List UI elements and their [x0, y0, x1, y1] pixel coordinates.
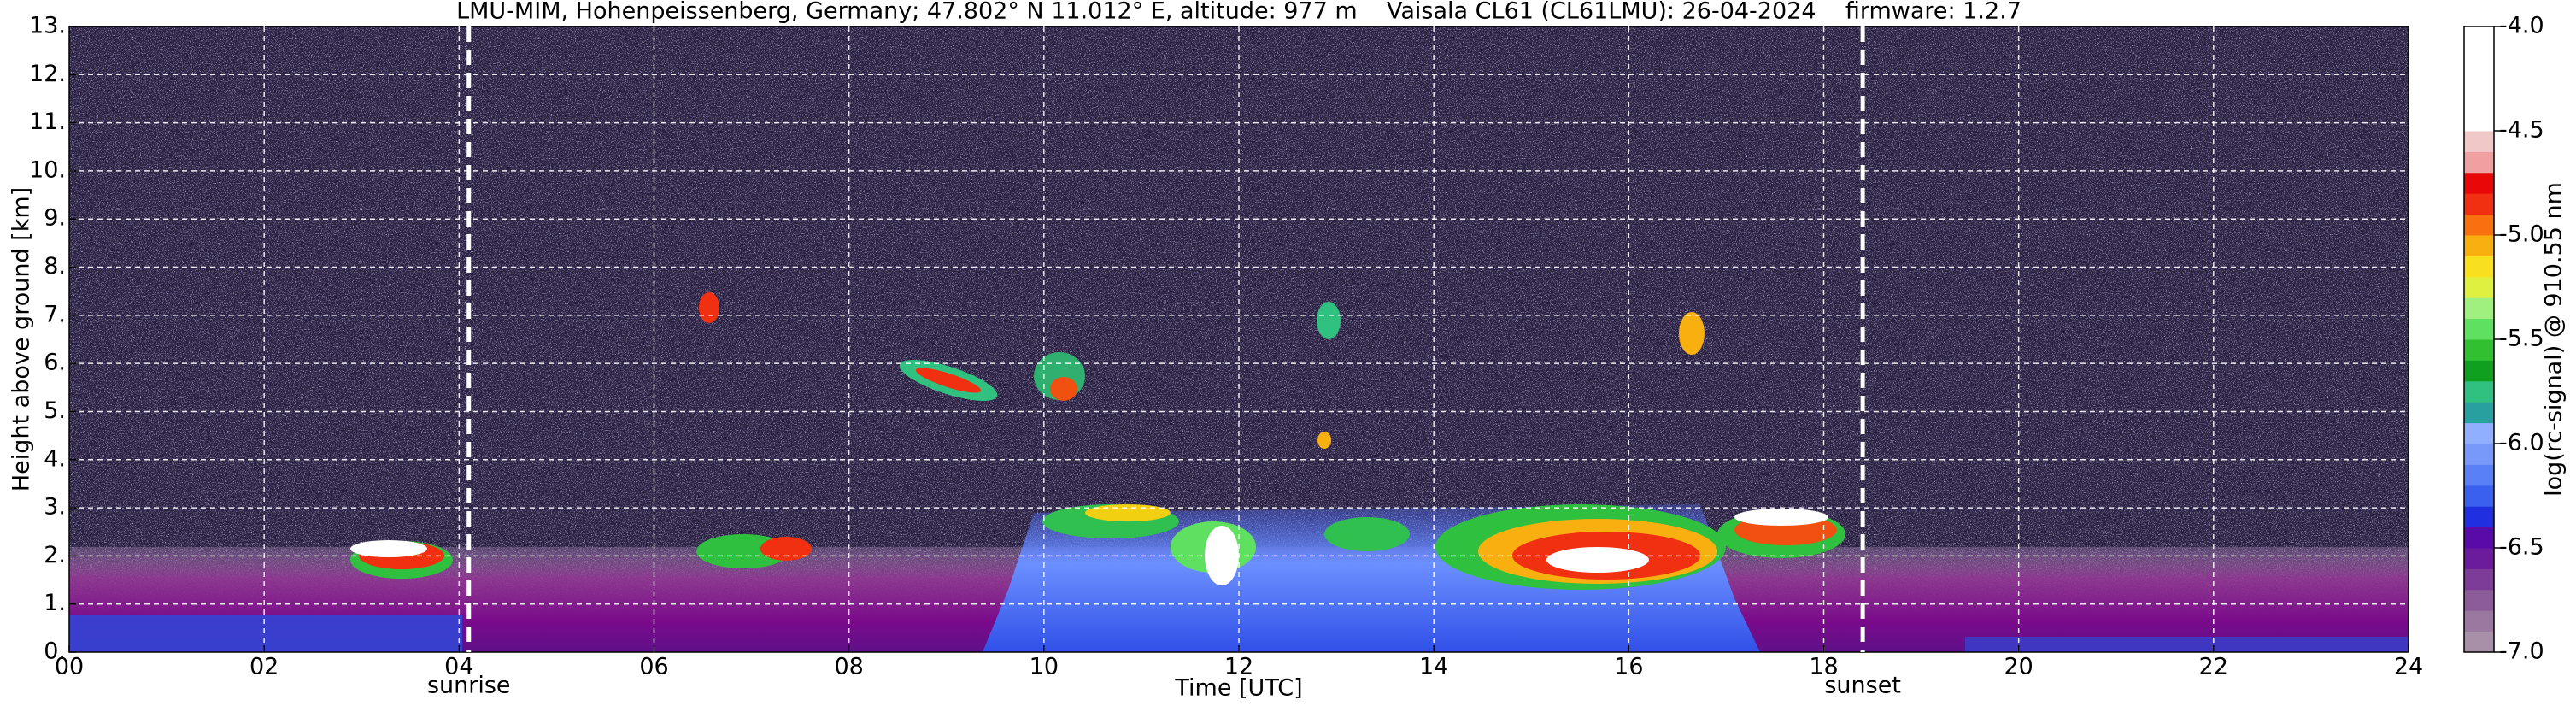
colorbar-band [2464, 631, 2494, 653]
colorbar-band [2464, 131, 2494, 152]
colorbar-band [2464, 360, 2494, 382]
y-tick-label: 5. [44, 397, 66, 424]
colorbar-band [2464, 589, 2494, 611]
x-tick-label: 02 [249, 654, 279, 680]
colorbar-band [2464, 235, 2494, 256]
colorbar-tick-label: -4.0 [2499, 13, 2544, 39]
colorbar-band [2464, 47, 2494, 69]
x-tick-label: 22 [2199, 654, 2228, 680]
y-tick-label: 11. [29, 109, 66, 135]
y-tick-label: 4. [44, 445, 66, 472]
colorbar-band [2464, 89, 2494, 111]
colorbar-band [2464, 318, 2494, 340]
y-tick-label: 3. [44, 494, 66, 521]
y-tick-label: 1. [44, 590, 66, 616]
clouds [350, 292, 1845, 590]
x-tick-label: 08 [834, 654, 863, 680]
y-tick-label: 12. [29, 61, 66, 87]
colorbar-band [2464, 68, 2494, 90]
colorbar-band [2464, 402, 2494, 424]
x-axis-label: Time [UTC] [1174, 675, 1302, 702]
colorbar-label: log(rc-signal) @ 910.55 nm [2541, 182, 2567, 497]
annotation-label: sunset [1824, 673, 1901, 699]
colorbar-tick-label: -6.5 [2499, 534, 2544, 561]
x-tick-label: 14 [1419, 654, 1448, 680]
y-tick-label: 6. [44, 350, 66, 376]
colorbar-band [2464, 464, 2494, 486]
colorbar-tick-label: -5.0 [2499, 221, 2544, 248]
y-tick-label: 13. [29, 13, 66, 39]
colorbar-band [2464, 109, 2494, 132]
colorbar-band [2464, 151, 2494, 174]
colorbar-band [2464, 527, 2494, 549]
colorbar-tick-label: -5.5 [2499, 326, 2544, 352]
colorbar-band [2464, 276, 2494, 298]
colorbar-band [2464, 193, 2494, 215]
annotation-label: sunrise [427, 673, 511, 699]
y-tick-label: 2. [44, 542, 66, 568]
colorbar-band [2464, 339, 2494, 361]
y-tick-label: 10. [29, 156, 66, 183]
colorbar-band [2464, 568, 2494, 591]
colorbar-band [2464, 172, 2494, 194]
y-tick-label: 7. [44, 301, 66, 327]
y-axis-label: Height above ground [km] [9, 187, 35, 491]
colorbar-band [2464, 485, 2494, 507]
colorbar-band [2464, 506, 2494, 528]
colorbar-tick-label: -6.0 [2499, 430, 2544, 456]
x-tick-label: 10 [1030, 654, 1059, 680]
x-tick-label: 16 [1614, 654, 1643, 680]
colorbar-band [2464, 444, 2494, 465]
y-tick-label: 9. [44, 205, 66, 232]
x-tick-label: 06 [639, 654, 668, 680]
colorbar-tick-label: -7.0 [2499, 638, 2544, 665]
x-tick-label: 18 [1809, 654, 1838, 680]
colorbar-band [2464, 26, 2494, 48]
colorbar-band [2464, 380, 2494, 403]
x-tick-label: 12 [1224, 654, 1253, 680]
colorbar-band [2464, 256, 2494, 278]
x-tick-label: 04 [444, 654, 473, 680]
y-tick-label: 8. [44, 253, 66, 279]
chart-title: LMU-MIM, Hohenpeissenberg, Germany; 47.8… [456, 0, 2021, 25]
colorbar-band [2464, 548, 2494, 569]
x-tick-label: 20 [2004, 654, 2033, 680]
y-tick-label: 0. [44, 638, 66, 665]
x-tick-label: 00 [55, 654, 84, 680]
x-tick-label: 24 [2394, 654, 2423, 680]
colorbar-band [2464, 297, 2494, 320]
colorbar-band [2464, 422, 2494, 444]
colorbar-tick-label: -4.5 [2499, 117, 2544, 144]
colorbar-band [2464, 214, 2494, 236]
colorbar-band [2464, 610, 2494, 632]
